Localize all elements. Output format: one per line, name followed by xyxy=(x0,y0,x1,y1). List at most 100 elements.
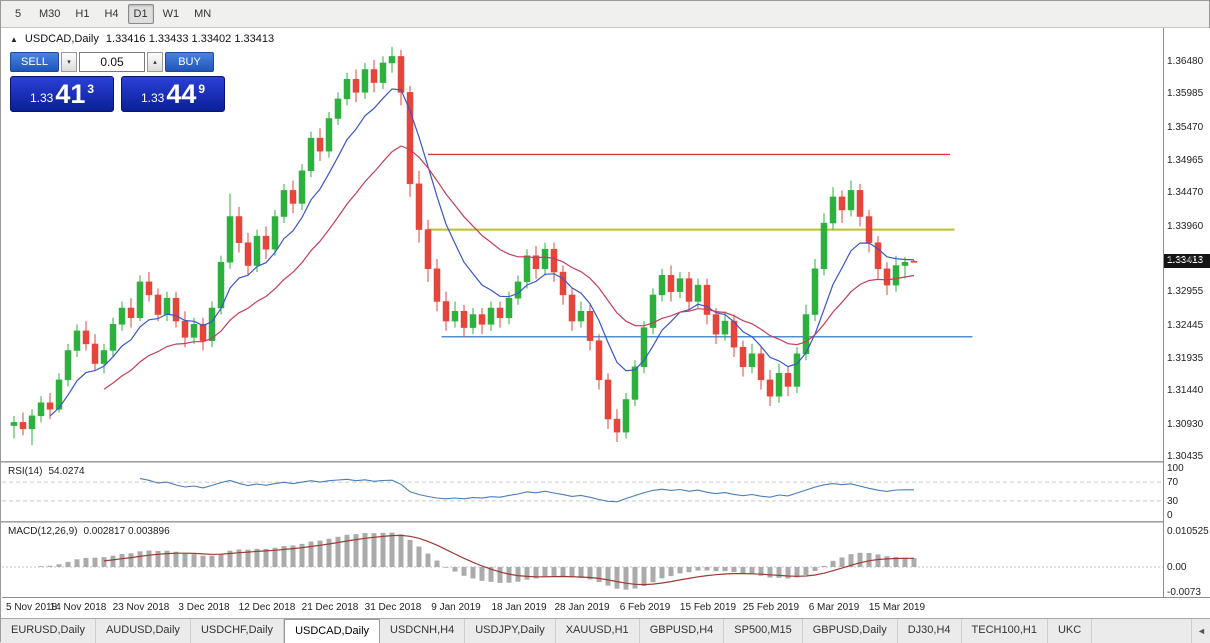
tab-ukc[interactable]: UKC xyxy=(1048,619,1093,643)
macd-chart[interactable] xyxy=(2,523,1163,597)
time-axis-label: 25 Feb 2019 xyxy=(742,602,800,613)
macd-signal-line xyxy=(103,534,914,586)
ma-slow-line xyxy=(103,145,915,390)
tab-tech100-h1[interactable]: TECH100,H1 xyxy=(962,619,1048,643)
price-axis-label: 1.34965 xyxy=(1167,154,1204,166)
time-axis-label: 28 Jan 2019 xyxy=(554,602,610,613)
macd-axis-label: 0.010525 xyxy=(1167,526,1209,537)
rsi-line xyxy=(139,477,914,503)
macd-value: 0.002817 0.003896 xyxy=(83,526,170,537)
time-axis[interactable]: 5 Nov 2018 14 Nov 2018 23 Nov 2018 3 Dec 20… xyxy=(2,597,1210,618)
price-axis-label: 1.31935 xyxy=(1167,352,1204,364)
chart-tab-bar: EURUSD,Daily AUDUSD,Daily USDCHF,Daily USDC… xyxy=(1,618,1210,643)
panel-separator[interactable] xyxy=(1,461,1210,463)
time-axis-label: 6 Mar 2019 xyxy=(808,602,860,613)
tab-dj30-h4[interactable]: DJ30,H4 xyxy=(898,619,962,643)
timeframe-toolbar: 5 M30 H1 H4 D1 W1 MN xyxy=(1,1,1209,28)
sell-price-big: 41 xyxy=(55,79,86,110)
rsi-chart[interactable] xyxy=(2,463,1163,521)
panel-separator[interactable] xyxy=(1,521,1210,523)
tab-gbpusd-h4[interactable]: GBPUSD,H4 xyxy=(640,619,725,643)
chart-header: ▲ USDCAD,Daily 1.33416 1.33433 1.33402 1… xyxy=(10,33,274,45)
price-axis-label: 1.32955 xyxy=(1167,286,1204,298)
one-click-controls: SELL ▾ ▴ BUY xyxy=(10,52,240,72)
timeframe-button-w1[interactable]: W1 xyxy=(162,8,180,20)
time-axis-label: 23 Nov 2018 xyxy=(112,602,170,613)
chart-symbol-icon: ▲ xyxy=(10,34,18,44)
chart-title: USDCAD,Daily xyxy=(24,33,99,45)
rsi-name: RSI(14) xyxy=(8,466,43,477)
chart-ohlc-values: 1.33416 1.33433 1.33402 1.33413 xyxy=(105,33,275,45)
macd-histogram xyxy=(38,532,917,590)
timeframe-button-h1[interactable]: H1 xyxy=(75,8,90,20)
time-axis-label: 15 Feb 2019 xyxy=(679,602,737,613)
price-axis-label: 1.35985 xyxy=(1167,88,1204,100)
price-axis-label: 1.34470 xyxy=(1167,187,1204,199)
tab-audusd-daily[interactable]: AUDUSD,Daily xyxy=(96,619,191,643)
tab-scroll-left-button[interactable]: ◄ xyxy=(1191,619,1210,643)
time-axis-label: 18 Jan 2019 xyxy=(491,602,547,613)
time-axis-label: 6 Feb 2019 xyxy=(619,602,671,613)
rsi-indicator-panel[interactable]: RSI(14) 54.0274 xyxy=(2,463,1163,521)
price-axis-label: 1.31440 xyxy=(1167,385,1204,397)
price-axis-label: 1.33455 xyxy=(1167,253,1204,265)
time-axis-label: 12 Dec 2018 xyxy=(238,602,296,613)
rsi-axis-label: 30 xyxy=(1167,495,1179,507)
chevron-up-icon: ▴ xyxy=(153,58,157,66)
macd-indicator-panel[interactable]: MACD(12,26,9) 0.002817 0.003896 xyxy=(2,523,1163,597)
macd-axis-label: -0.0073 xyxy=(1167,586,1201,598)
tab-eurusd-daily[interactable]: EURUSD,Daily xyxy=(1,619,96,643)
buy-price-prefix: 1.33 xyxy=(140,90,165,105)
sell-price-pip: 3 xyxy=(87,82,95,96)
tab-usdcad-daily[interactable]: USDCAD,Daily xyxy=(284,619,381,643)
rsi-axis-label: 100 xyxy=(1167,463,1184,474)
price-axis-label: 1.36480 xyxy=(1167,56,1204,67)
buy-button[interactable]: BUY xyxy=(165,52,214,72)
sell-price-panel[interactable]: 1.33 41 3 xyxy=(10,76,114,112)
time-axis-label: 3 Dec 2018 xyxy=(178,602,230,613)
sell-price-prefix: 1.33 xyxy=(29,90,54,105)
tab-gbpusd-daily[interactable]: GBPUSD,Daily xyxy=(803,619,898,643)
price-axis-label: 1.32445 xyxy=(1167,319,1204,331)
volume-decrease-button[interactable]: ▾ xyxy=(61,52,77,72)
timeframe-button-mn[interactable]: MN xyxy=(194,8,212,20)
candlestick-chart[interactable] xyxy=(2,28,1163,461)
timeframe-button-d1[interactable]: D1 xyxy=(127,4,154,24)
time-axis-label: 21 Dec 2018 xyxy=(301,602,359,613)
current-price-badge: 1.33413 xyxy=(1164,254,1210,269)
candles-layer xyxy=(10,46,918,446)
tab-usdjpy-daily[interactable]: USDJPY,Daily xyxy=(465,619,556,643)
timeframe-button-h4[interactable]: H4 xyxy=(104,8,119,20)
rsi-axis-label: 70 xyxy=(1167,477,1179,489)
rsi-axis-label: 0 xyxy=(1167,510,1173,521)
macd-name: MACD(12,26,9) xyxy=(8,526,78,537)
volume-increase-button[interactable]: ▴ xyxy=(147,52,163,72)
tab-xauusd-h1[interactable]: XAUUSD,H1 xyxy=(556,619,640,643)
price-axis-label: 1.30930 xyxy=(1167,418,1204,430)
one-click-trading-panel: SELL ▾ ▴ BUY 1.33 41 3 1.33 44 9 xyxy=(10,52,240,112)
tab-usdchf-daily[interactable]: USDCHF,Daily xyxy=(191,619,285,643)
macd-header: MACD(12,26,9) 0.002817 0.003896 xyxy=(8,526,170,537)
time-axis-label: 15 Mar 2019 xyxy=(868,602,926,613)
macd-axis-label: 0.00 xyxy=(1167,562,1187,573)
price-axis-label: 1.35470 xyxy=(1167,121,1204,133)
volume-input[interactable] xyxy=(79,52,145,72)
arrow-left-icon: ◄ xyxy=(1197,626,1206,636)
sell-button[interactable]: SELL xyxy=(10,52,59,72)
time-axis-label: 31 Dec 2018 xyxy=(364,602,422,613)
tab-sp500-m15[interactable]: SP500,M15 xyxy=(724,619,803,643)
rsi-header: RSI(14) 54.0274 xyxy=(8,466,85,477)
price-axis-label: 1.33960 xyxy=(1167,220,1204,232)
buy-price-panel[interactable]: 1.33 44 9 xyxy=(121,76,225,112)
rsi-value: 54.0274 xyxy=(48,466,85,477)
price-axis[interactable]: 1.33413 1.36480 1.35985 1.35470 1.34965 1.34… xyxy=(1163,28,1210,598)
one-click-prices: 1.33 41 3 1.33 44 9 xyxy=(10,76,240,112)
tab-usdcnh-h4[interactable]: USDCNH,H4 xyxy=(380,619,466,643)
timeframe-button-5[interactable]: 5 xyxy=(14,8,22,20)
timeframe-button-m30[interactable]: M30 xyxy=(39,8,61,20)
buy-price-big: 44 xyxy=(166,79,197,110)
main-chart-panel[interactable]: ▲ USDCAD,Daily 1.33416 1.33433 1.33402 1… xyxy=(2,28,1163,461)
price-axis-label: 1.30435 xyxy=(1167,451,1204,462)
chevron-down-icon: ▾ xyxy=(67,58,71,66)
